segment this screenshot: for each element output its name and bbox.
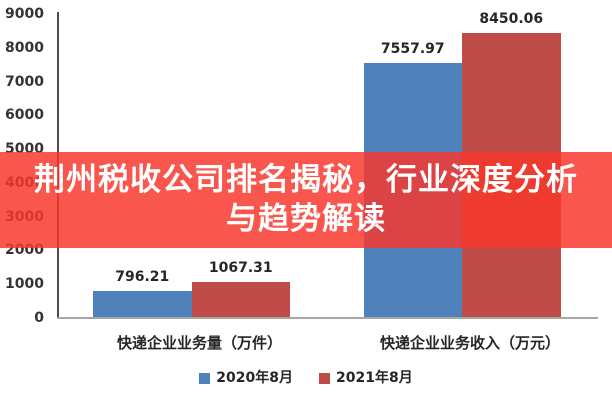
y-tick-label: 1000 bbox=[5, 276, 44, 293]
y-tick-label: 6000 bbox=[5, 107, 44, 124]
overlay-title-line-2: 与趋势解读 bbox=[226, 201, 386, 237]
legend-label: 2020年8月 bbox=[216, 370, 293, 386]
bar-2020年8月-0 bbox=[93, 291, 192, 318]
legend: 2020年8月 2021年8月 bbox=[0, 371, 612, 385]
overlay-title-line-1: 荆州税收公司排名揭秘，行业深度分析 bbox=[34, 162, 578, 198]
legend-swatch-icon bbox=[319, 372, 330, 384]
legend-swatch-icon bbox=[199, 372, 211, 384]
y-tick-label: 7000 bbox=[5, 73, 44, 90]
y-tick-label: 0 bbox=[34, 310, 44, 326]
y-tick-label: 8000 bbox=[5, 39, 44, 56]
bar-value-label: 796.21 bbox=[115, 269, 170, 286]
category-label-0: 快递企业业务量（万件） bbox=[116, 334, 282, 352]
legend-item: 2021年8月 bbox=[319, 371, 413, 385]
legend-item: 2020年8月 bbox=[199, 371, 293, 385]
bar-2021年8月-0 bbox=[191, 281, 290, 318]
y-tick-label: 9000 bbox=[5, 6, 44, 22]
x-axis-line bbox=[57, 317, 598, 319]
legend-label: 2021年8月 bbox=[336, 370, 413, 386]
title-overlay-banner: 荆州税收公司排名揭秘，行业深度分析 与趋势解读 bbox=[0, 152, 612, 248]
bar-value-label: 1067.31 bbox=[208, 259, 273, 276]
bar-value-label: 7557.97 bbox=[380, 40, 445, 57]
bar-value-label: 8450.06 bbox=[479, 10, 544, 27]
category-label-1: 快递企业业务收入（万元） bbox=[379, 334, 560, 352]
